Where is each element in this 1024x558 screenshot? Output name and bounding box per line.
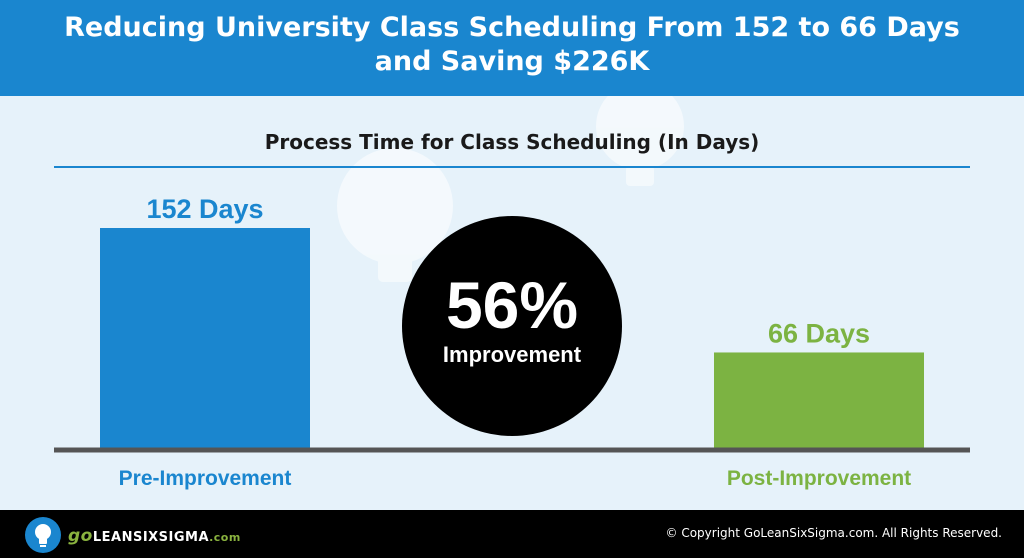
- page-title-line2: and Saving $226K: [374, 46, 650, 77]
- bar-pre-improvement: [100, 228, 310, 448]
- bar-chart: 152 Days Pre-Improvement 66 Days Post-Impro…: [54, 194, 970, 490]
- header-banner: Reducing University Class Scheduling Fro…: [0, 0, 1024, 96]
- logo-com: .com: [209, 531, 241, 544]
- improvement-callout: 56% Improvement: [402, 216, 622, 436]
- logo-main: LEANSIXSIGMA: [92, 530, 210, 545]
- brand-logo[interactable]: goLEANSIXSIGMA.com: [24, 516, 240, 553]
- bar-post-improvement: [714, 352, 924, 448]
- data-label-0: 152 Days: [146, 194, 263, 224]
- callout-label: Improvement: [443, 342, 582, 367]
- footer-bar: goLEANSIXSIGMA.com © Copyright GoLeanSix…: [0, 510, 1024, 558]
- callout-percent: 56%: [446, 268, 578, 342]
- category-label-0: Pre-Improvement: [119, 467, 292, 490]
- category-label-1: Post-Improvement: [727, 467, 911, 490]
- lightbulb-icon: [25, 517, 61, 553]
- logo-text: goLEANSIXSIGMA.com: [68, 526, 241, 546]
- callout-circle: [402, 216, 622, 436]
- title-divider: [54, 166, 970, 168]
- copyright-text: © Copyright GoLeanSixSigma.com. All Righ…: [665, 526, 1002, 540]
- page-title-line1: Reducing University Class Scheduling Fro…: [64, 12, 960, 43]
- bar-group: 152 Days Pre-Improvement 66 Days Post-Impro…: [100, 194, 924, 490]
- data-label-1: 66 Days: [768, 318, 870, 348]
- chart-title: Process Time for Class Scheduling (In Da…: [264, 130, 760, 154]
- logo-go: go: [68, 526, 93, 546]
